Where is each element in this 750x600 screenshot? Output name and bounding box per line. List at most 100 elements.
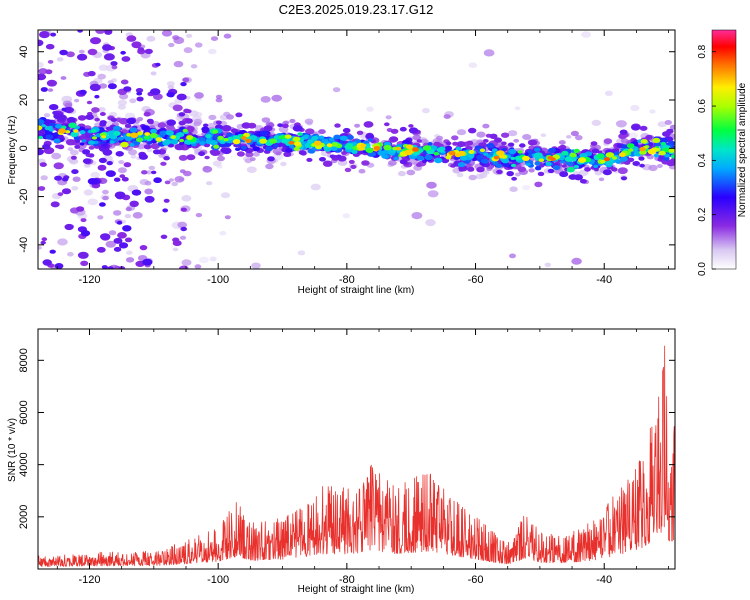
heatmap-cell (38, 39, 44, 47)
snr-frame (37, 328, 676, 570)
heatmap-cell (411, 212, 423, 220)
heatmap-cell (167, 85, 175, 90)
heatmap-cell (522, 155, 530, 161)
heatmap-cell (79, 89, 87, 95)
heatmap-cell (90, 171, 100, 178)
heatmap-cell (143, 144, 152, 150)
heatmap-cell (99, 202, 106, 207)
x-tick-label: -120 (78, 574, 100, 586)
heatmap-cell (184, 118, 193, 124)
heatmap-cell (126, 250, 133, 255)
y-tick-label: 0 (18, 145, 30, 151)
heatmap-cell (235, 147, 241, 151)
heatmap-cell (579, 179, 587, 184)
heatmap-cell (129, 200, 139, 207)
heatmap-cell (81, 139, 87, 143)
y-tick-label: -40 (18, 237, 30, 253)
heatmap-cell (416, 162, 422, 167)
heatmap-cell (360, 143, 367, 148)
heatmap-cell (468, 62, 478, 68)
heatmap-cell (38, 68, 48, 75)
heatmap-cell (619, 156, 628, 162)
heatmap-cell (236, 151, 245, 157)
heatmap-cell (566, 161, 574, 167)
heatmap-cell (82, 149, 91, 155)
heatmap-cell (95, 30, 105, 34)
heatmap-cell (525, 162, 531, 167)
heatmap-cell (57, 144, 65, 150)
heatmap-cell (455, 146, 462, 151)
heatmap-cell (328, 137, 335, 142)
spectrogram-xlabel: Height of straight line (km) (298, 285, 415, 296)
heatmap-cell (137, 47, 145, 52)
heatmap-cell (406, 169, 416, 176)
heatmap-cell (318, 135, 325, 140)
heatmap-cell (120, 50, 126, 55)
heatmap-cell (217, 135, 224, 141)
heatmap-cell (69, 158, 79, 165)
heatmap-cell (544, 262, 552, 267)
heatmap-cell (326, 143, 333, 148)
heatmap-cell (83, 189, 93, 196)
heatmap-cell (534, 181, 543, 188)
heatmap-cell (161, 30, 173, 37)
heatmap-cell (118, 160, 125, 165)
heatmap-cell (89, 83, 101, 92)
heatmap-cell (164, 180, 171, 185)
heatmap-cell (41, 124, 47, 128)
heatmap-cell (181, 195, 192, 202)
heatmap-cell (40, 87, 48, 92)
heatmap-cell (445, 141, 452, 146)
heatmap-cell (561, 150, 569, 156)
heatmap-cell (150, 88, 161, 96)
heatmap-cell (501, 141, 507, 146)
heatmap-cell (227, 136, 233, 141)
heatmap-cell (79, 130, 86, 135)
heatmap-cell (259, 138, 267, 144)
heatmap-cell (346, 134, 354, 140)
y-tick-label: 2000 (18, 505, 30, 529)
heatmap-cell (110, 61, 118, 66)
heatmap-cell (405, 144, 414, 150)
heatmap-cell (146, 118, 154, 124)
heatmap-cell (417, 155, 425, 161)
heatmap-cell (38, 135, 44, 140)
heatmap-cell (399, 159, 408, 165)
heatmap-cell (57, 238, 68, 246)
heatmap-cell (280, 161, 287, 167)
heatmap-cell (492, 148, 498, 153)
heatmap-cell (170, 139, 179, 145)
heatmap-cell (113, 237, 123, 244)
heatmap-cell (129, 143, 135, 147)
heatmap-cell (100, 233, 111, 241)
heatmap-cell (121, 129, 128, 134)
heatmap-cell (121, 56, 131, 62)
heatmap-cell (621, 144, 628, 149)
heatmap-cell (138, 153, 148, 160)
heatmap-cell (444, 145, 453, 151)
snr-series-line (38, 345, 675, 567)
heatmap-cell (252, 146, 260, 152)
heatmap-cell (416, 139, 422, 143)
heatmap-cell (559, 171, 569, 178)
heatmap-cell (660, 141, 667, 146)
heatmap-cell (96, 246, 106, 253)
heatmap-cell (91, 107, 100, 113)
heatmap-cell (108, 230, 117, 236)
heatmap-cell (361, 160, 370, 166)
heatmap-cell (209, 140, 218, 146)
heatmap-cell (38, 148, 44, 156)
heatmap-cell (47, 60, 54, 64)
heatmap-cell (220, 192, 231, 199)
heatmap-cell (130, 132, 139, 138)
heatmap-cell (330, 146, 338, 152)
heatmap-cell (103, 53, 115, 61)
heatmap-cell (124, 136, 133, 142)
spectrogram-ylabel: Frequency (Hz) (7, 116, 18, 185)
heatmap-cell (219, 230, 227, 236)
heatmap-cell (85, 114, 94, 120)
heatmap-cell (105, 170, 116, 178)
heatmap-cell (172, 247, 179, 252)
heatmap-cell (245, 151, 254, 158)
heatmap-cell (178, 154, 188, 161)
